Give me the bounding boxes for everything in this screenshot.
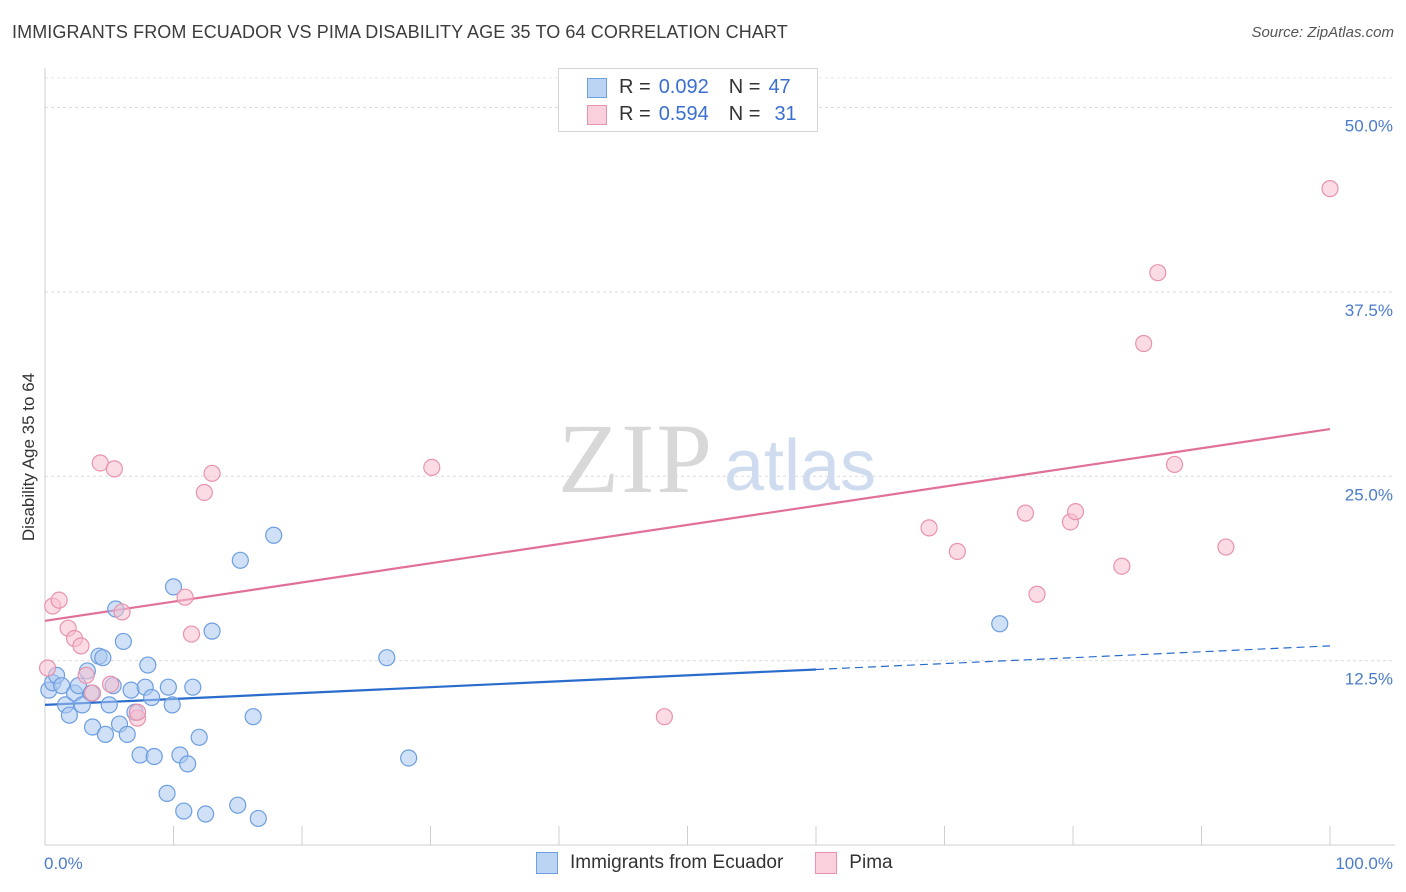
point-pima bbox=[1321, 180, 1339, 198]
r-value: 0.092 bbox=[658, 75, 709, 98]
point-pima bbox=[203, 464, 221, 482]
point-ecuador bbox=[100, 696, 118, 714]
point-ecuador bbox=[184, 678, 202, 696]
point-ecuador bbox=[179, 755, 197, 773]
chart-source: Source: ZipAtlas.com bbox=[1251, 24, 1394, 41]
axes bbox=[44, 68, 1395, 846]
point-pima bbox=[105, 460, 123, 478]
point-ecuador bbox=[139, 656, 157, 674]
point-pima bbox=[176, 588, 194, 606]
legend-item-pima: Pima bbox=[815, 852, 893, 874]
point-pima bbox=[1135, 334, 1153, 353]
series-legend: Immigrants from Ecuador Pima bbox=[536, 852, 925, 874]
stats-row-pima: R = 0.594 N = 31 bbox=[587, 102, 797, 126]
point-pima bbox=[38, 659, 57, 677]
point-pima bbox=[72, 637, 90, 655]
point-ecuador bbox=[122, 681, 140, 699]
data-points bbox=[38, 180, 1339, 828]
y-tick-labels: 12.5% 25.0% 37.5% 50.0% bbox=[1345, 117, 1393, 689]
legend-swatch-ecuador bbox=[536, 852, 558, 874]
point-ecuador bbox=[53, 677, 71, 695]
y-tick-label: 50.0% bbox=[1345, 117, 1393, 136]
point-pima bbox=[423, 458, 441, 476]
point-ecuador bbox=[83, 718, 102, 736]
chart-title: IMMIGRANTS FROM ECUADOR VS PIMA DISABILI… bbox=[12, 22, 788, 42]
point-pima bbox=[1217, 538, 1235, 556]
watermark: ZIP atlas bbox=[558, 403, 876, 514]
point-ecuador bbox=[164, 578, 183, 596]
point-ecuador bbox=[249, 809, 267, 828]
stats-legend: R = 0.092 N = 47 R = 0.594 N = 31 bbox=[558, 68, 818, 132]
point-pima bbox=[1028, 585, 1046, 603]
point-pima bbox=[195, 483, 213, 502]
watermark-zip: ZIP bbox=[558, 403, 714, 514]
point-ecuador bbox=[991, 615, 1009, 633]
point-ecuador bbox=[197, 805, 215, 823]
point-ecuador bbox=[143, 688, 161, 707]
point-ecuador bbox=[158, 784, 176, 802]
point-ecuador bbox=[118, 725, 136, 743]
gridlines bbox=[45, 77, 1395, 662]
point-ecuador bbox=[175, 802, 193, 820]
watermark-atlas: atlas bbox=[724, 426, 876, 506]
point-pima bbox=[128, 703, 147, 721]
x-tick-label: 0.0% bbox=[44, 854, 83, 873]
stats-row-ecuador: R = 0.092 N = 47 bbox=[587, 75, 791, 99]
point-ecuador bbox=[159, 678, 177, 696]
point-ecuador bbox=[231, 551, 249, 569]
point-ecuador bbox=[145, 747, 163, 766]
point-pima bbox=[655, 708, 673, 726]
y-tick-label: 12.5% bbox=[1345, 670, 1393, 689]
trend-line-dashed-ecuador bbox=[815, 645, 1331, 671]
point-ecuador bbox=[163, 696, 181, 714]
point-pima bbox=[1016, 504, 1035, 522]
point-pima bbox=[83, 684, 102, 702]
point-pima bbox=[1165, 455, 1184, 474]
y-tick-label: 25.0% bbox=[1345, 485, 1393, 504]
point-pima bbox=[77, 666, 95, 684]
legend-label-ecuador: Immigrants from Ecuador bbox=[570, 852, 784, 873]
point-pima bbox=[50, 591, 68, 609]
point-pima bbox=[182, 625, 201, 643]
trend-line-pima bbox=[44, 427, 1331, 622]
point-ecuador bbox=[400, 749, 418, 767]
r-value: 0.594 bbox=[658, 102, 709, 125]
x-tick-labels: 0.0% 100.0% bbox=[44, 854, 1393, 873]
r-label: R = bbox=[619, 75, 651, 98]
y-tick-label: 37.5% bbox=[1345, 301, 1393, 320]
point-ecuador bbox=[190, 728, 208, 746]
point-ecuador bbox=[94, 649, 112, 667]
point-ecuador bbox=[265, 526, 283, 544]
y-axis-label: Disability Age 35 to 64 bbox=[19, 373, 38, 541]
x-tick-label: 100.0% bbox=[1335, 854, 1393, 873]
point-pima bbox=[920, 519, 938, 537]
point-ecuador bbox=[60, 706, 79, 724]
point-ecuador bbox=[378, 649, 396, 667]
legend-item-ecuador: Immigrants from Ecuador bbox=[536, 852, 783, 874]
point-pima bbox=[113, 603, 131, 621]
n-label: N = bbox=[728, 75, 761, 98]
point-pima bbox=[1113, 557, 1131, 575]
legend-swatch-pima bbox=[815, 852, 838, 874]
point-ecuador bbox=[131, 746, 149, 764]
n-value: 47 bbox=[768, 75, 791, 98]
n-label: N = bbox=[728, 102, 761, 125]
point-pima bbox=[101, 675, 120, 693]
legend-swatch-pima bbox=[587, 105, 607, 125]
point-pima bbox=[1066, 503, 1085, 521]
point-ecuador bbox=[229, 796, 247, 814]
legend-label-pima: Pima bbox=[849, 852, 893, 873]
n-value: 31 bbox=[774, 102, 797, 125]
point-pima bbox=[948, 542, 966, 561]
point-ecuador bbox=[73, 696, 91, 714]
point-ecuador bbox=[244, 708, 262, 726]
point-ecuador bbox=[203, 622, 221, 640]
point-pima bbox=[1149, 264, 1167, 282]
point-ecuador bbox=[96, 725, 114, 743]
point-ecuador bbox=[114, 632, 132, 651]
legend-swatch-ecuador bbox=[587, 78, 607, 98]
r-label: R = bbox=[619, 102, 651, 125]
